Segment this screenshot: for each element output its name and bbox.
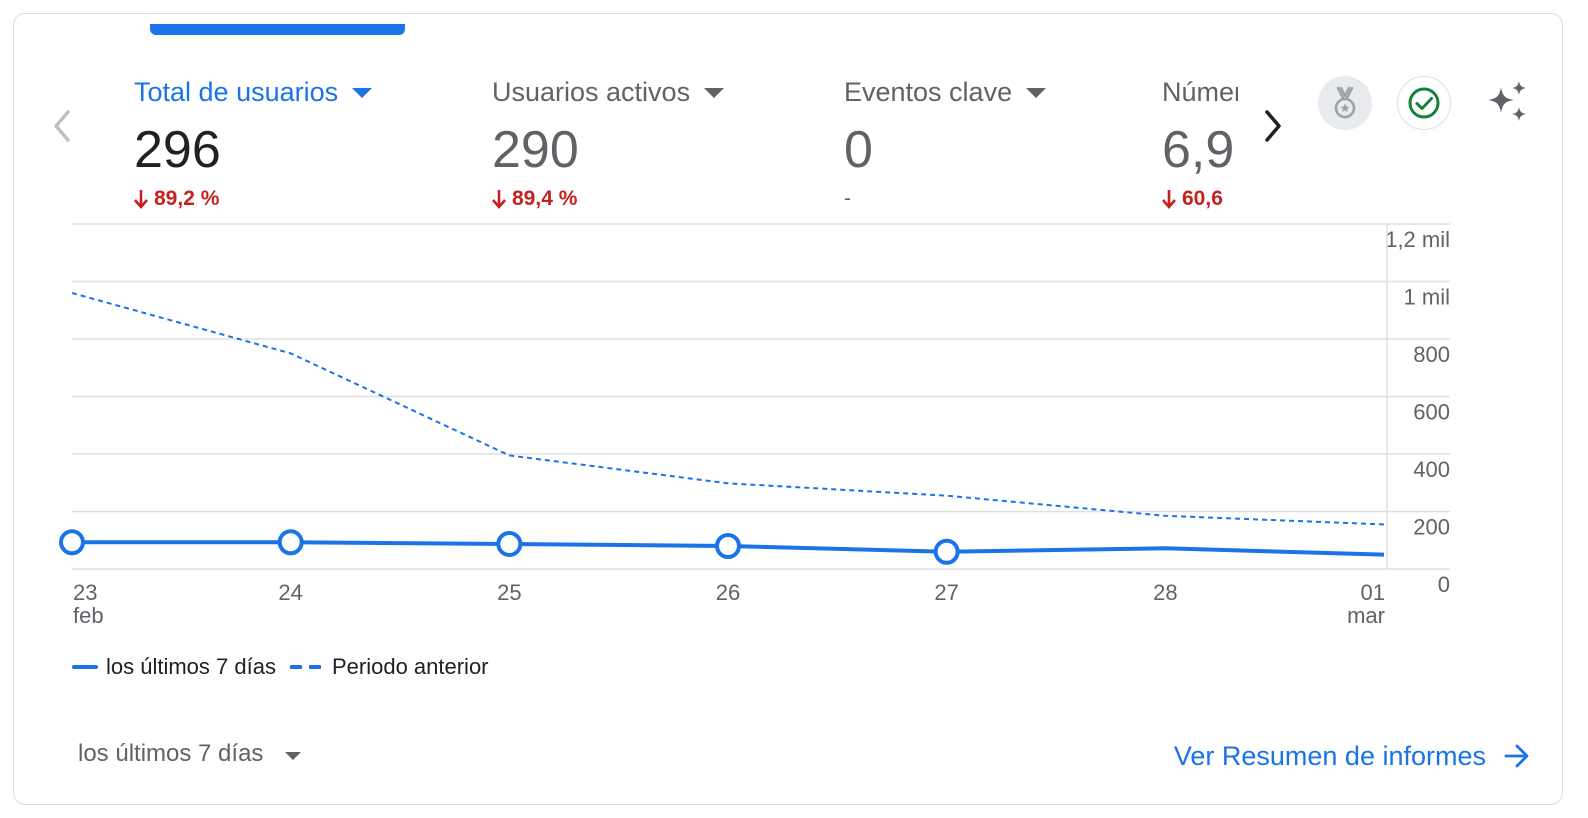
active-tab-indicator [150, 24, 405, 35]
metric-change: - [844, 187, 851, 210]
data-point [277, 529, 304, 556]
arrow-down-icon [492, 190, 506, 209]
x-tick-label: 25 [497, 580, 521, 605]
y-tick-label: 800 [1413, 342, 1450, 367]
summary-card: Total de usuarios 296 89,2 % Usuarios ac… [13, 13, 1563, 805]
metric-total-users[interactable]: Total de usuarios 296 89,2 % [134, 64, 373, 234]
metric-change: 89,4 % [512, 187, 578, 210]
data-point [715, 533, 741, 559]
insights-button[interactable] [1481, 76, 1535, 130]
y-tick-label: 0 [1438, 572, 1450, 597]
view-reports-label: Ver Resumen de informes [1173, 740, 1486, 771]
y-tick-label: 600 [1413, 400, 1450, 425]
arrow-down-icon [134, 190, 148, 209]
sparkle-icon [1488, 81, 1526, 121]
previous-metrics-button[interactable] [44, 106, 80, 146]
y-tick-label: 1 mil [1404, 285, 1450, 310]
metric-title: Número de eventos [1162, 77, 1238, 107]
medal-icon [1334, 86, 1356, 119]
metric-title: Usuarios activos [492, 77, 691, 107]
metric-title: Total de usuarios [134, 77, 339, 107]
legend-item-current[interactable]: los últimos 7 días [72, 654, 276, 680]
metric-active-users[interactable]: Usuarios activos 290 89,4 % [492, 64, 725, 234]
arrow-right-icon [1504, 744, 1529, 768]
check-circle-icon [1408, 87, 1440, 119]
view-reports-link[interactable]: Ver Resumen de informes [1174, 734, 1530, 778]
date-range-label: los últimos 7 días [78, 740, 264, 767]
metric-event-count[interactable]: Número de eventos 6,9 60,6 [1162, 64, 1238, 234]
metric-value: 296 [134, 121, 221, 179]
dropdown-caret-icon[interactable] [1026, 88, 1047, 98]
dropdown-caret-icon[interactable] [704, 88, 725, 98]
metric-change: 60,6 [1182, 187, 1223, 210]
chevron-left-icon [54, 110, 70, 142]
x-tick-label: 01 [1361, 580, 1385, 605]
metric-value: 0 [844, 121, 873, 179]
date-range-dropdown[interactable]: los últimos 7 días [78, 734, 302, 774]
arrow-down-icon [1162, 190, 1176, 209]
achievements-button[interactable] [1318, 76, 1372, 130]
x-tick-month-label: feb [73, 603, 104, 628]
x-tick-label: 28 [1153, 580, 1177, 605]
x-tick-label: 27 [934, 580, 958, 605]
x-tick-label: 23 [73, 580, 97, 605]
chevron-down-icon [285, 752, 302, 760]
next-metrics-button[interactable] [1254, 106, 1292, 146]
y-tick-label: 1,2 mil [1385, 227, 1450, 252]
legend-solid-swatch [72, 665, 98, 669]
dropdown-caret-icon[interactable] [352, 88, 373, 98]
legend-item-previous[interactable]: Periodo anterior [289, 654, 489, 680]
x-tick-month-label: mar [1347, 603, 1385, 628]
legend-dashed-swatch [289, 665, 321, 669]
x-tick-label: 26 [716, 580, 740, 605]
data-point [933, 538, 960, 565]
data-point [59, 529, 85, 556]
verification-status-button[interactable] [1397, 76, 1451, 130]
legend-label: Periodo anterior [331, 654, 489, 679]
y-tick-label: 400 [1413, 457, 1450, 482]
y-tick-label: 200 [1413, 515, 1450, 540]
metric-value: 290 [492, 121, 579, 179]
metrics-carousel: Total de usuarios 296 89,2 % Usuarios ac… [132, 64, 1238, 234]
metric-value: 6,9 [1162, 121, 1235, 179]
data-point [496, 530, 523, 557]
metric-key-events[interactable]: Eventos clave 0 - [844, 64, 1047, 234]
metric-change: 89,2 % [154, 187, 220, 210]
legend-label: los últimos 7 días [106, 654, 276, 679]
series-line-previous [71, 292, 1385, 526]
x-tick-label: 24 [278, 580, 302, 605]
metric-title: Eventos clave [844, 77, 1013, 107]
chevron-right-icon [1265, 110, 1281, 142]
chart-legend: los últimos 7 días Periodo anterior [72, 654, 503, 680]
